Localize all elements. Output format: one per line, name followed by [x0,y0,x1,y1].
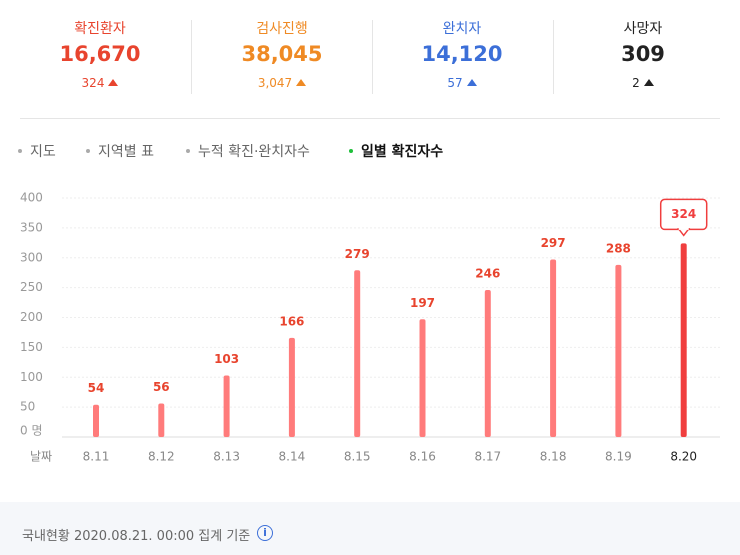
value-label: 324 [671,207,696,221]
y-tick-label: 50 [20,400,35,414]
up-arrow [466,79,477,86]
tab[interactable]: 누적 확진·완치자수 [186,141,310,161]
stat-card: 사망자 309 2 [553,18,733,90]
tab-dot [18,149,22,153]
tab[interactable]: 지역별 표 [86,141,154,161]
value-label: 279 [345,247,370,261]
tab-label: 지역별 표 [98,144,154,160]
separator [553,20,554,94]
tab-dot [86,149,90,153]
x-tick-label: 8.13 [213,450,240,464]
x-tick-label: 8.17 [474,450,501,464]
tab[interactable]: 지도 [18,141,56,161]
value-label: 246 [475,267,500,281]
stat-label: 검사진행 [256,21,308,37]
y-tick-label: 400 [20,191,43,205]
tab-label: 누적 확진·완치자수 [198,144,310,160]
y-tick-label: 350 [20,220,43,234]
stat-value: 309 [621,42,665,66]
info-icon[interactable]: i [257,525,273,541]
bar [419,319,426,437]
footer: 국내현황 2020.08.21. 00:00 집계 기준 i [0,502,740,555]
stat-card: 검사진행 38,045 3,047 [192,18,372,90]
tab-label: 지도 [30,144,56,160]
y-tick-label: 100 [20,370,43,384]
stat-value: 16,670 [59,42,141,66]
stat-card: 확진환자 16,670 324 [10,18,190,90]
chart: 0 명 50 100 150 200 250 300 350 400 날짜 8.11 54 8.12 56… [20,191,720,464]
bar [93,404,99,437]
value-label: 54 [88,381,105,395]
bar [550,259,557,437]
x-tick-label: 8.20 [670,450,697,464]
stat-delta-row: 3,047 [192,76,372,90]
up-arrow [296,79,307,86]
x-axis-label: 날짜 [30,450,52,464]
value-label: 56 [153,380,170,394]
stat-value: 38,045 [241,42,323,66]
stat-delta: 324 [81,76,105,90]
x-tick-label: 8.12 [148,450,175,464]
y-tick-label: 150 [20,340,43,354]
y-tick-label: 300 [20,250,43,264]
value-label: 297 [541,236,566,250]
x-tick-label: 8.14 [279,450,306,464]
footer-text: 국내현황 2020.08.21. 00:00 집계 기준 [22,529,251,544]
stat-label: 사망자 [623,21,663,37]
x-tick-label: 8.19 [605,450,632,464]
separator [372,20,373,94]
x-tick-label: 8.18 [540,450,567,464]
separator [191,20,192,94]
tab-label: 일별 확진자수 [361,144,444,160]
stat-label: 완치자 [442,21,482,37]
value-label: 103 [214,352,239,366]
bar [288,337,295,437]
bar [354,270,361,437]
stat-delta: 3,047 [257,76,293,90]
callout-cover [678,227,689,230]
stat-value: 14,120 [421,42,503,66]
x-tick-label: 8.16 [409,450,436,464]
y-tick-label: 0 명 [20,424,43,438]
stat-delta: 2 [632,76,640,90]
stat-label: 확진환자 [74,21,126,37]
bar [223,375,230,437]
y-tick-label: 200 [20,310,43,324]
x-tick-label: 8.15 [344,450,371,464]
stat-delta-row: 2 [553,76,733,90]
y-tick-label: 250 [20,280,43,294]
bar [680,243,687,437]
up-arrow [108,79,119,86]
divider [20,118,720,119]
up-arrow [643,79,654,86]
stat-card: 완치자 14,120 57 [372,18,552,90]
value-label: 288 [606,241,631,255]
value-label: 166 [279,314,304,328]
tab-dot [186,149,190,153]
tab[interactable]: 일별 확진자수 [349,141,443,161]
bar [615,264,622,437]
tab-dot [349,149,353,153]
value-label: 197 [410,296,435,310]
stat-delta: 57 [447,76,463,90]
x-tick-label: 8.11 [83,450,110,464]
stat-delta-row: 324 [10,76,190,90]
stat-delta-row: 57 [372,76,552,90]
bar [484,290,491,437]
bar [158,403,165,437]
